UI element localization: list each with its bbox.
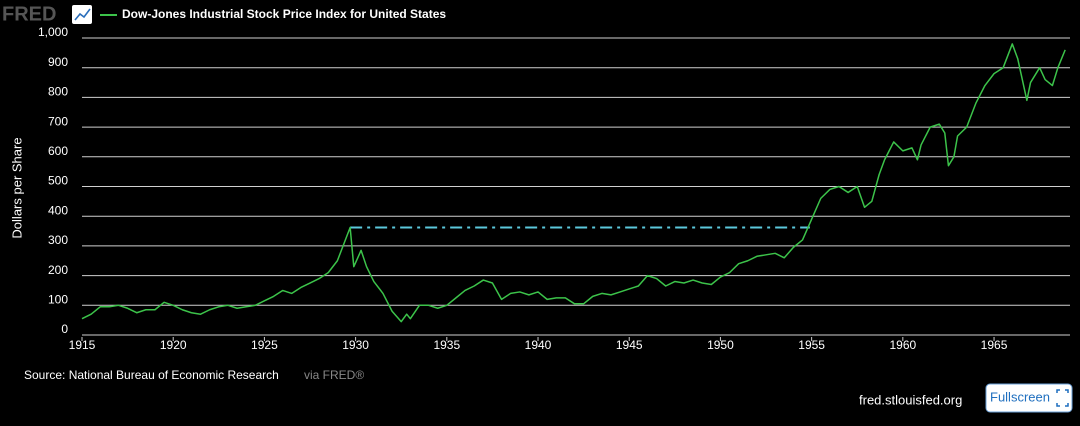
y-tick-label: 400 bbox=[48, 203, 68, 217]
x-tick-label: 1940 bbox=[525, 338, 552, 352]
y-tick-label: 0 bbox=[61, 322, 68, 336]
x-tick-label: 1920 bbox=[160, 338, 187, 352]
y-tick-label: 500 bbox=[48, 174, 68, 188]
legend-label: Dow-Jones Industrial Stock Price Index f… bbox=[122, 7, 446, 21]
site: fred.stlouisfed.org bbox=[859, 392, 962, 407]
y-tick-label: 800 bbox=[48, 85, 68, 99]
logo: FRED bbox=[2, 3, 56, 25]
fullscreen-icon[interactable] bbox=[1056, 389, 1069, 407]
y-axis-label: Dollars per Share bbox=[9, 137, 24, 238]
x-tick-label: 1935 bbox=[433, 338, 460, 352]
y-tick-label: 900 bbox=[48, 55, 68, 69]
fullscreen-button[interactable] bbox=[985, 383, 1073, 413]
x-tick-label: 1925 bbox=[251, 338, 278, 352]
y-tick-label: 200 bbox=[48, 263, 68, 277]
x-tick-label: 1930 bbox=[342, 338, 369, 352]
x-tick-label: 1960 bbox=[889, 338, 916, 352]
y-tick-label: 700 bbox=[48, 114, 68, 128]
y-tick-label: 600 bbox=[48, 144, 68, 158]
logo-icon-line bbox=[74, 8, 91, 21]
series-line bbox=[81, 43, 1066, 323]
x-tick-label: 1950 bbox=[707, 338, 734, 352]
x-tick-label: 1915 bbox=[69, 338, 96, 352]
y-tick-label: 1,000 bbox=[38, 25, 68, 39]
y-tick-label: 300 bbox=[48, 233, 68, 247]
source: Source: National Bureau of Economic Rese… bbox=[24, 368, 279, 382]
x-tick-label: 1965 bbox=[981, 338, 1008, 352]
x-tick-label: 1955 bbox=[798, 338, 825, 352]
y-tick-label: 100 bbox=[48, 292, 68, 306]
fullscreen-label[interactable]: Fullscreen bbox=[990, 389, 1050, 404]
via: via FRED® bbox=[304, 368, 364, 382]
x-tick-label: 1945 bbox=[616, 338, 643, 352]
